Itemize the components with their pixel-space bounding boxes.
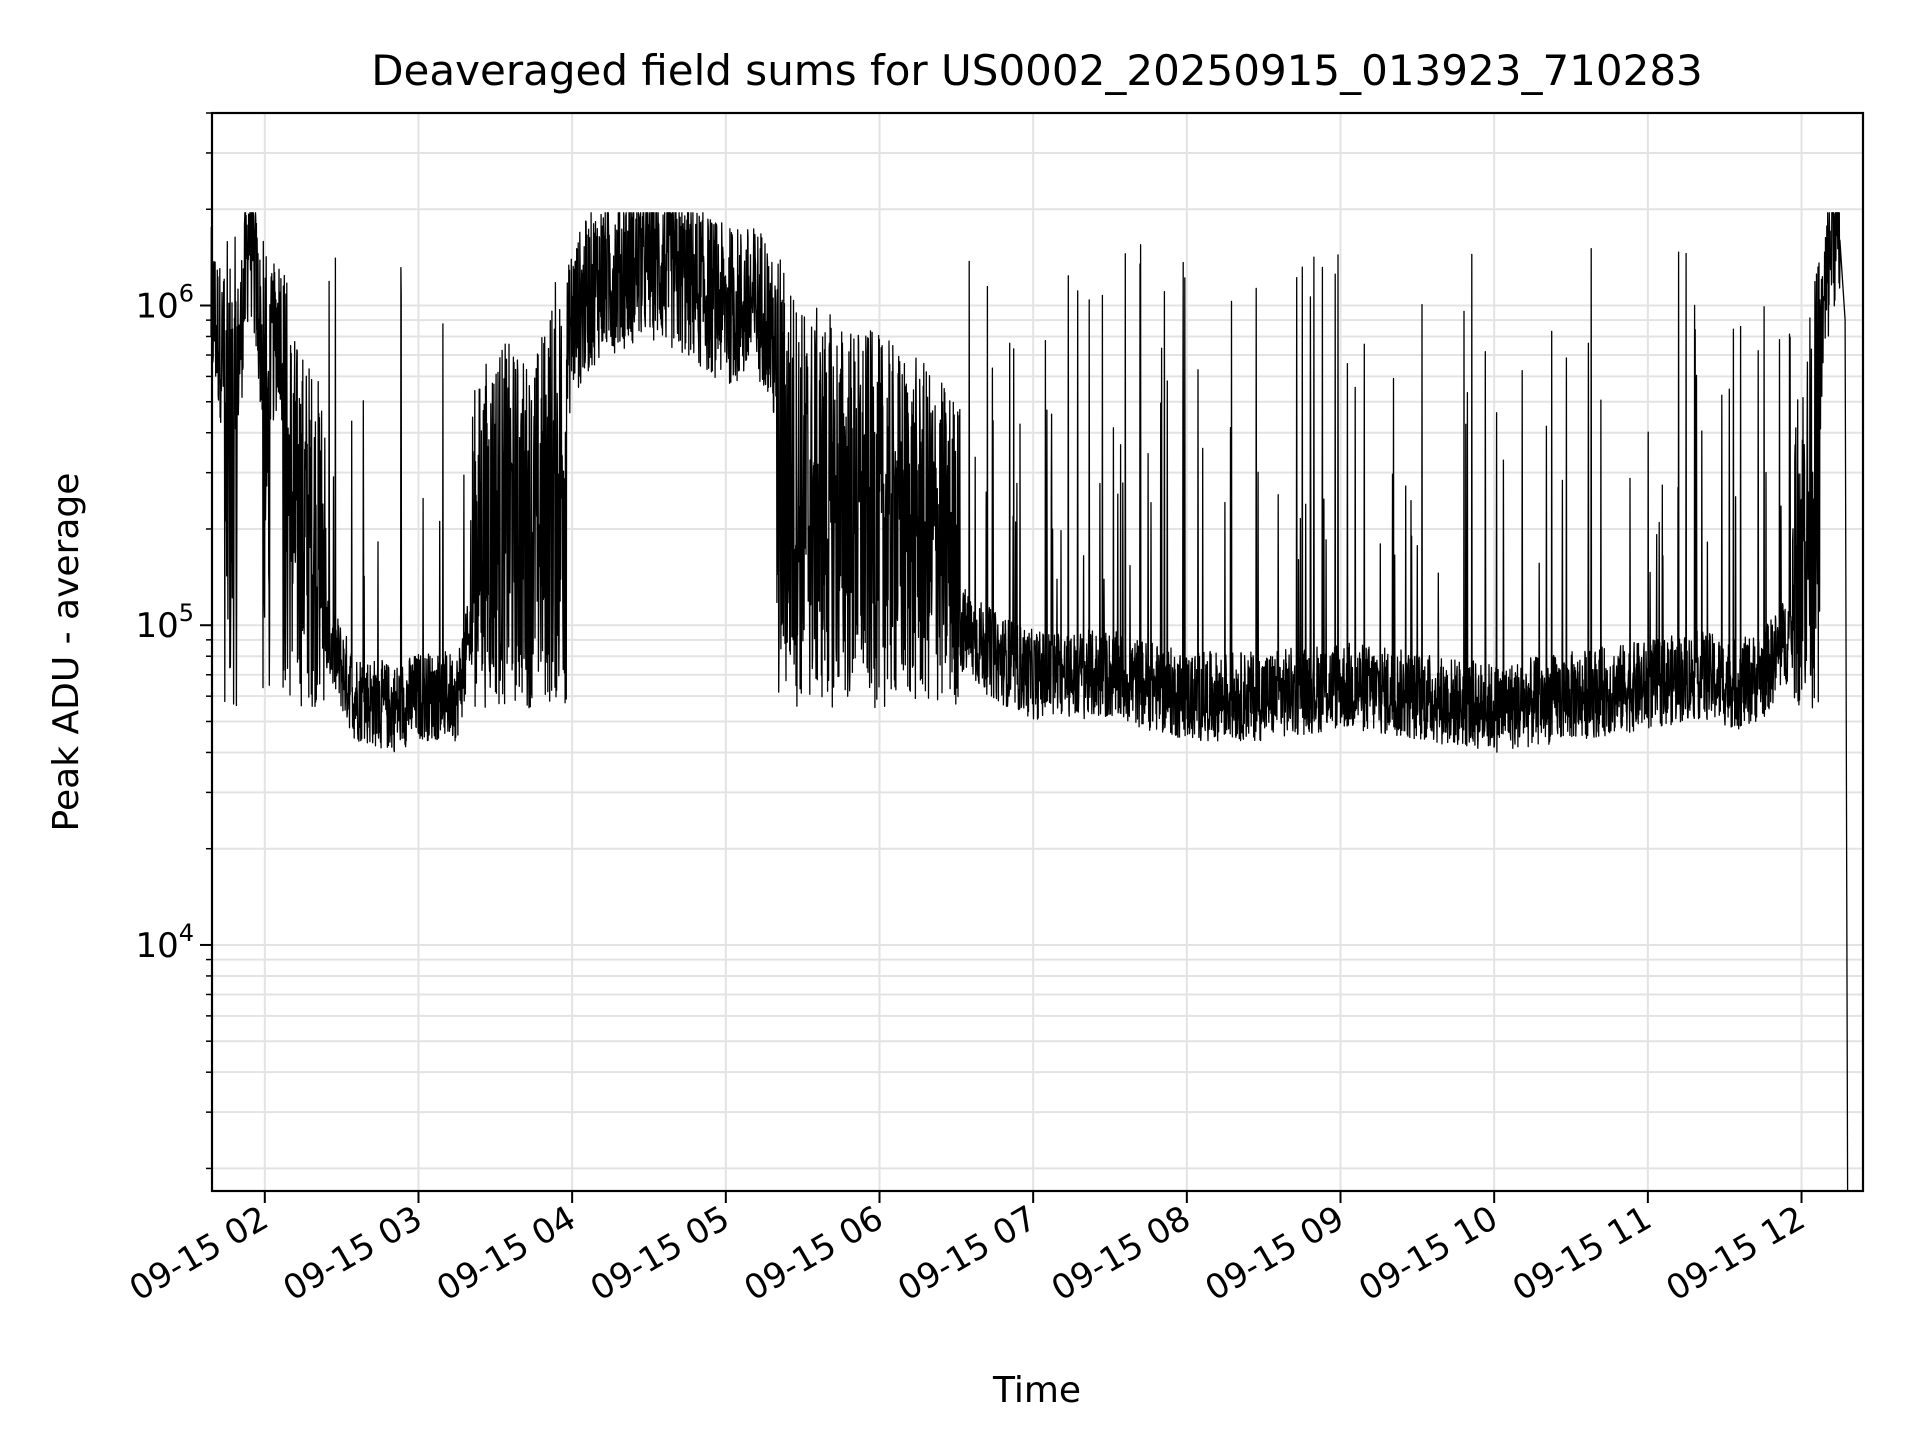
x-tick-label: 09-15 03 [277, 1198, 429, 1309]
x-tick-label: 09-15 04 [430, 1198, 582, 1309]
x-tick-label: 09-15 02 [123, 1198, 275, 1309]
y-tick-label: 104 [135, 919, 194, 966]
x-tick-label: 09-15 12 [1660, 1198, 1812, 1309]
x-tick-label: 09-15 10 [1352, 1198, 1504, 1309]
y-tick-base: 10 [135, 926, 178, 966]
x-tick-label: 09-15 05 [584, 1198, 736, 1309]
y-tick-label: 106 [135, 279, 194, 326]
x-tick-label: 09-15 11 [1506, 1198, 1658, 1309]
x-tick-label: 09-15 06 [738, 1198, 890, 1309]
y-tick-base: 10 [135, 286, 178, 326]
chart-title: Deaveraged field sums for US0002_2025091… [371, 46, 1703, 95]
y-tick-label: 105 [135, 599, 194, 646]
x-tick-label: 09-15 07 [891, 1198, 1043, 1309]
y-tick-base: 10 [135, 606, 178, 646]
y-tick-exponent: 6 [179, 279, 194, 307]
x-tick-label: 09-15 08 [1045, 1198, 1197, 1309]
y-axis-label: Peak ADU - average [46, 473, 87, 832]
plot-frame [210, 111, 1865, 1193]
x-tick-label: 09-15 09 [1199, 1198, 1351, 1309]
y-tick-exponent: 4 [179, 919, 194, 947]
x-tick-labels: 09-15 02 09-15 03 09-15 04 09-15 05 09-15 06… [123, 1198, 1812, 1309]
x-axis-label: Time [992, 1370, 1081, 1411]
y-tick-exponent: 5 [179, 599, 194, 627]
series-line [210, 212, 1849, 1192]
ticks [200, 112, 1803, 1203]
